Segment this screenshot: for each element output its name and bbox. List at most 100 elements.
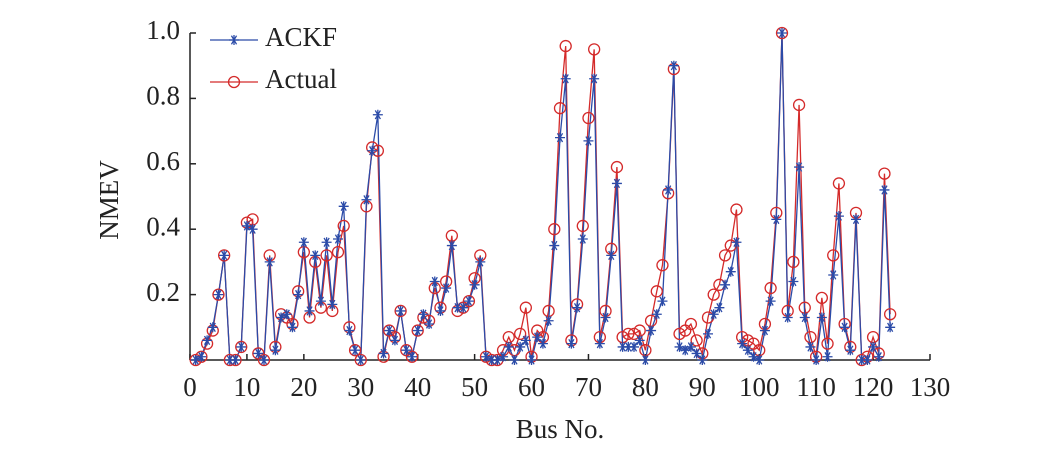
data-point (207, 322, 218, 333)
data-point (646, 325, 657, 336)
data-point (674, 341, 685, 352)
data-point (418, 309, 429, 320)
data-point (788, 276, 799, 287)
data-point (811, 355, 822, 365)
data-point (270, 345, 281, 356)
data-point (407, 351, 417, 362)
data-point (764, 281, 777, 295)
data-point (708, 309, 719, 320)
data-point (235, 340, 248, 354)
data-point (553, 102, 567, 115)
data-point (697, 355, 708, 365)
data-point (514, 327, 527, 340)
x-tick-label: 10 (233, 372, 260, 402)
data-point (372, 109, 383, 120)
data-point (777, 28, 787, 38)
data-point (196, 351, 207, 362)
data-point (462, 294, 476, 308)
y-tick-label: 0.4 (146, 211, 180, 241)
data-point (588, 43, 601, 56)
data-point (469, 279, 480, 290)
data-point (212, 288, 225, 301)
data-point (348, 344, 362, 357)
x-tick-label: 70 (575, 372, 602, 402)
data-point (411, 324, 424, 337)
data-point (566, 338, 577, 349)
data-point (355, 355, 366, 365)
data-point (754, 355, 765, 365)
data-point (213, 289, 224, 300)
data-point (611, 178, 622, 189)
data-point (549, 240, 560, 251)
data-point (691, 348, 702, 359)
data-point (821, 337, 834, 350)
data-point (731, 237, 742, 248)
data-point (577, 234, 588, 245)
data-point (868, 341, 879, 352)
data-point (685, 341, 696, 352)
data-point (851, 214, 861, 225)
data-point (759, 325, 770, 336)
data-point (219, 250, 230, 261)
data-point (703, 328, 713, 339)
data-point (742, 345, 753, 356)
data-point (389, 335, 400, 346)
data-point (230, 355, 241, 365)
data-point (622, 327, 635, 340)
data-point (315, 296, 326, 307)
data-point (657, 296, 668, 307)
data-point (856, 355, 867, 365)
data-point (668, 60, 679, 71)
data-point (879, 184, 890, 195)
data-point (367, 145, 378, 156)
data-point (304, 305, 315, 316)
data-point (475, 256, 486, 267)
data-point (486, 355, 497, 365)
data-point (378, 348, 389, 359)
data-point (298, 237, 309, 248)
data-point (600, 312, 611, 323)
x-tick-label: 20 (290, 372, 317, 402)
y-tick-label: 1.0 (146, 15, 180, 45)
x-tick-label: 30 (347, 372, 374, 402)
data-point (684, 317, 698, 331)
data-point (321, 237, 332, 248)
data-point (394, 304, 407, 318)
data-point (873, 351, 884, 362)
data-point (680, 345, 691, 356)
data-point (412, 325, 423, 336)
data-point (537, 338, 548, 349)
x-tick-label: 80 (632, 372, 659, 402)
legend-marker (229, 35, 239, 45)
data-point (224, 355, 235, 365)
data-point (589, 73, 600, 84)
data-point (293, 289, 304, 300)
data-point (885, 322, 896, 333)
x-tick-label: 40 (404, 372, 431, 402)
data-point (799, 312, 810, 323)
data-point (481, 351, 491, 362)
data-point (519, 301, 532, 314)
data-point (247, 224, 258, 235)
data-point (253, 348, 264, 359)
data-point (337, 219, 350, 233)
x-tick-label: 120 (853, 372, 894, 402)
data-point (559, 39, 572, 53)
data-point (787, 255, 800, 269)
data-point (832, 177, 846, 190)
data-point (650, 285, 663, 298)
data-point (435, 305, 446, 316)
data-point (730, 203, 743, 216)
data-point (594, 338, 605, 349)
data-point (509, 355, 520, 365)
data-point (202, 335, 213, 346)
data-point (259, 355, 269, 365)
data-point (748, 351, 759, 362)
data-point (737, 338, 748, 349)
x-tick-label: 50 (461, 372, 488, 402)
data-point (884, 308, 897, 321)
data-point (241, 220, 252, 231)
x-tick-label: 110 (796, 372, 836, 402)
data-point (354, 353, 367, 367)
